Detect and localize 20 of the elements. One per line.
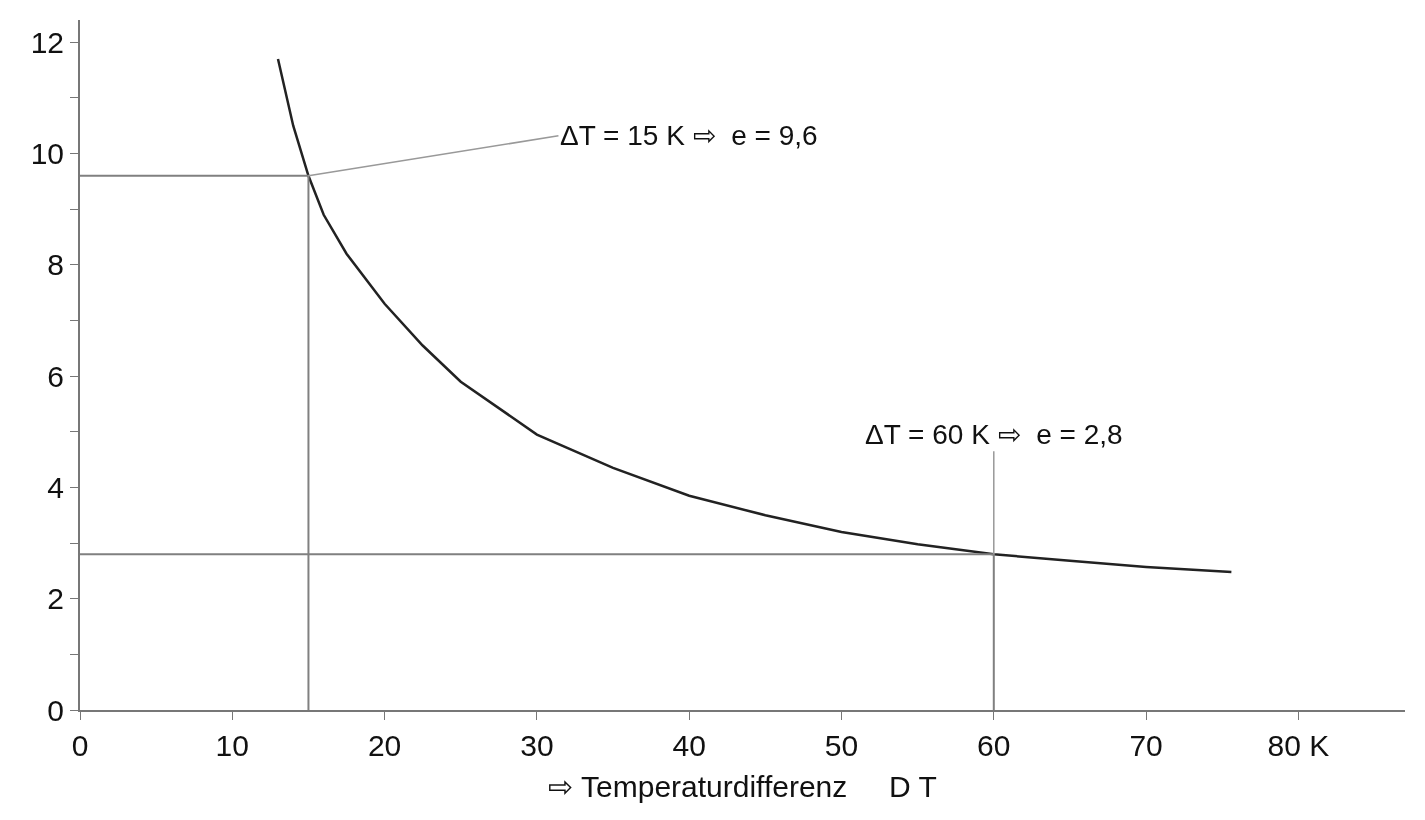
y-tick-label: 12	[30, 25, 64, 59]
y-tick-label: 4	[47, 470, 64, 504]
x-tick-label: 50	[824, 729, 859, 762]
y-tick-label: 0	[47, 693, 64, 727]
x-tick-label: 30	[520, 729, 554, 762]
y-tick-label: 8	[47, 248, 64, 282]
y-tick-label: 2	[47, 582, 64, 616]
x-tick-label: 80 K	[1267, 729, 1330, 762]
y-tick-label: 6	[47, 359, 64, 393]
x-tick-label: 70	[1129, 729, 1163, 762]
x-tick-label: 40	[672, 729, 706, 762]
annotation: ΔT = 15 K ⇨ e = 9,6	[560, 120, 818, 151]
x-tick-label: 10	[215, 729, 249, 762]
x-axis-title: ⇨ Temperaturdifferenz D T	[548, 770, 937, 803]
annotation: ΔT = 60 K ⇨ e = 2,8	[865, 419, 1123, 450]
x-tick-label: 0	[71, 729, 89, 762]
line-series	[276, 57, 1233, 574]
y-tick-label: 10	[30, 137, 64, 171]
x-tick-label: 60	[977, 729, 1011, 762]
x-tick-label: 20	[367, 729, 402, 762]
